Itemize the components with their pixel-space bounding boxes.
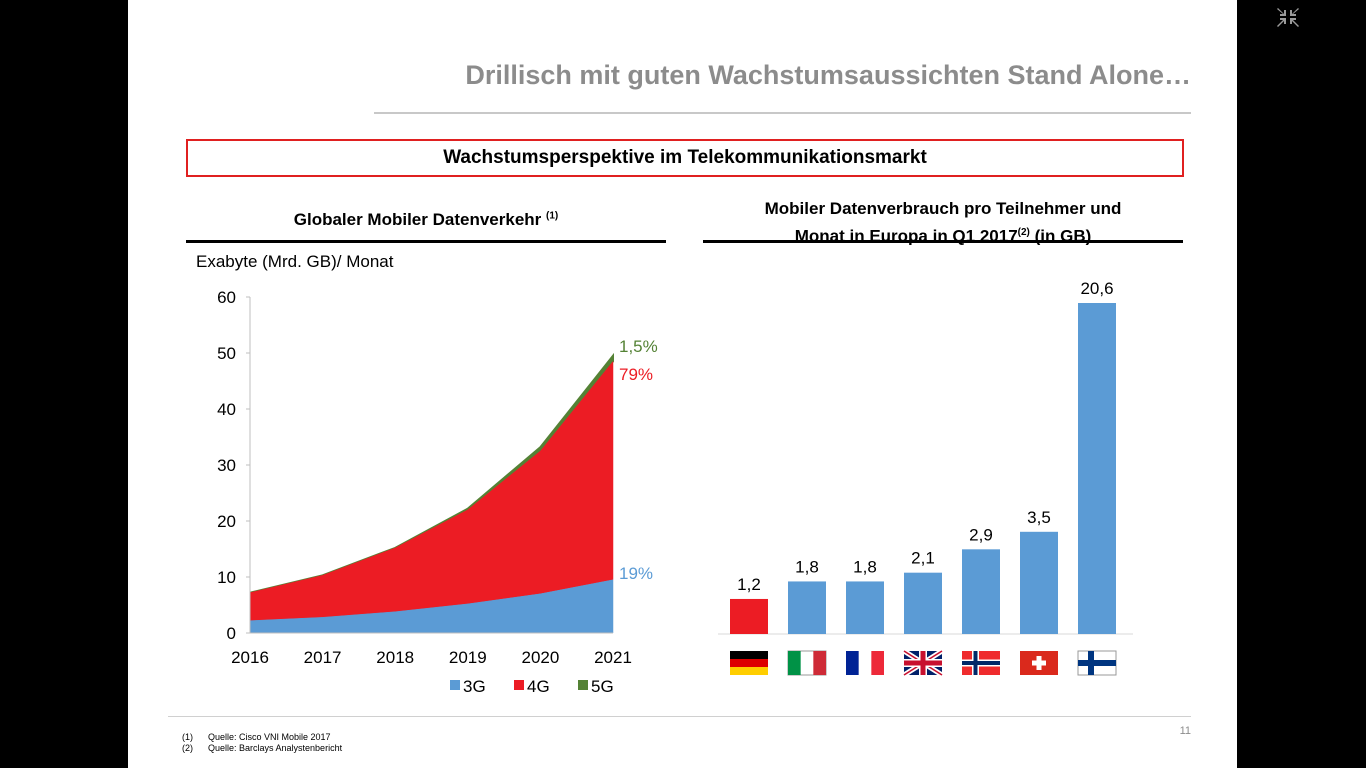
bar-italien <box>788 581 826 634</box>
legend-swatch-4g <box>514 680 524 690</box>
bar-value-label: 20,6 <box>1080 279 1113 298</box>
x-tick-label: 2019 <box>449 648 487 667</box>
footer-divider <box>168 716 1191 717</box>
bar-schweiz <box>1020 531 1058 634</box>
y-tick-label: 20 <box>217 512 236 531</box>
bar-value-label: 1,2 <box>737 575 761 594</box>
y-tick-label: 10 <box>217 568 236 587</box>
y-tick-label: 0 <box>227 624 236 643</box>
flag-france-icon <box>846 651 884 675</box>
legend-swatch-5g <box>578 680 588 690</box>
slide: Drillisch mit guten Wachstumsaussichten … <box>128 0 1237 768</box>
bar-value-label: 2,9 <box>969 525 993 544</box>
legend-label-5g: 5G <box>591 677 614 696</box>
annotation-5g: 1,5% <box>619 337 658 356</box>
bar-value-label: 1,8 <box>795 557 819 576</box>
legend-label-4g: 4G <box>527 677 550 696</box>
left-heading-text: Globaler Mobiler Datenverkehr <box>293 210 542 229</box>
flag-norway-icon <box>962 651 1000 675</box>
footnote: (2) Quelle: Barclays Analystenbericht <box>182 743 343 753</box>
flag-uk-icon <box>902 648 944 678</box>
area-series-4g <box>249 360 614 621</box>
x-tick-label: 2017 <box>304 648 342 667</box>
bar-frankreich <box>846 581 884 634</box>
left-chart-heading: Globaler Mobiler Datenverkehr (1) <box>186 210 666 230</box>
right-heading-ref: (2) <box>1017 227 1030 238</box>
right-heading-line1: Mobiler Datenverbrauch pro Teilnehmer un… <box>764 199 1122 218</box>
bar-großbritannien <box>904 572 942 634</box>
x-tick-label: 2021 <box>594 648 632 667</box>
bar-value-label: 3,5 <box>1027 508 1051 527</box>
flag-switzerland-icon <box>1020 651 1058 675</box>
flag-italy-icon <box>787 650 827 676</box>
slide-title: Drillisch mit guten Wachstumsaussichten … <box>465 60 1191 90</box>
exit-fullscreen-button[interactable] <box>1270 2 1306 32</box>
bar-value-label: 2,1 <box>911 549 935 568</box>
flag-finland-icon <box>1077 650 1117 676</box>
charts-canvas: 0 10 20 30 40 50 60 2016 2017 2018 2019 2020 2021 1,5… <box>217 279 1133 696</box>
flag-germany-icon <box>730 651 768 675</box>
bar-value-label: 1,8 <box>853 557 877 576</box>
x-tick-label: 2020 <box>521 648 559 667</box>
legend-label-3g: 3G <box>463 677 486 696</box>
section-banner: Wachstumsperspektive im Telekommunikatio… <box>186 139 1184 177</box>
legend-swatch-3g <box>450 680 460 690</box>
left-heading-ref: (1) <box>546 210 559 222</box>
right-heading-divider <box>703 240 1183 243</box>
y-tick-label: 60 <box>217 288 236 307</box>
page-number: 11 <box>1179 725 1191 737</box>
footnote: (1) Quelle: Cisco VNI Mobile 2017 <box>182 732 331 742</box>
annotation-3g: 19% <box>619 564 653 583</box>
y-tick-label: 50 <box>217 344 236 363</box>
left-heading-divider <box>186 240 666 243</box>
collapse-arrows-icon <box>1277 8 1299 27</box>
annotation-4g: 79% <box>619 365 653 384</box>
bar-norwegen <box>962 549 1000 634</box>
x-tick-label: 2018 <box>376 648 414 667</box>
footnotes: (1) Quelle: Cisco VNI Mobile 2017 (2) Quel… <box>182 732 342 754</box>
bar-finnland <box>1078 303 1116 634</box>
y-tick-label: 30 <box>217 456 236 475</box>
y-tick-label: 40 <box>217 400 236 419</box>
x-tick-label: 2016 <box>231 648 269 667</box>
bar-deutschland <box>730 598 768 634</box>
title-divider <box>374 112 1191 114</box>
y-axis-unit-label: Exabyte (Mrd. GB)/ Monat <box>196 252 394 271</box>
